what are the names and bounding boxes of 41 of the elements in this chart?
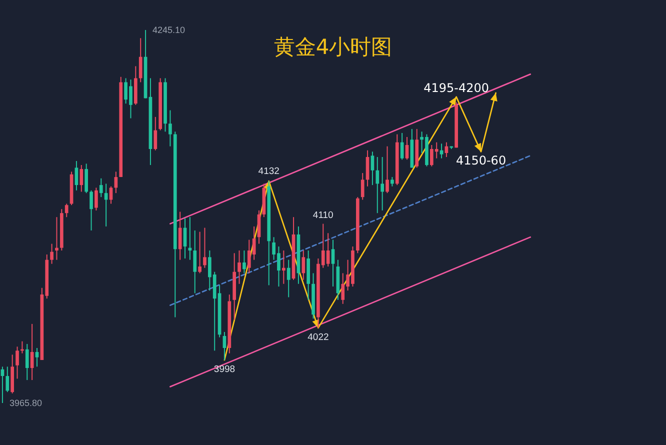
candlestick — [154, 116, 158, 151]
candlestick — [35, 347, 39, 368]
candlestick — [74, 160, 78, 191]
candlestick — [94, 187, 98, 211]
candlestick — [282, 250, 286, 284]
candlestick — [405, 136, 409, 160]
candlestick — [331, 239, 335, 288]
candlestick — [376, 156, 380, 214]
candlestick — [198, 231, 202, 274]
data-label: 4195-4200 — [424, 80, 490, 95]
candlestick — [286, 259, 290, 298]
annotation: 4245.10 — [152, 25, 186, 35]
candlestick — [84, 163, 88, 194]
candlestick — [99, 178, 103, 198]
candlestick — [64, 203, 68, 218]
candlestick — [50, 243, 54, 264]
candlestick — [193, 230, 197, 294]
candlestick — [25, 343, 29, 381]
candlestick — [302, 250, 306, 280]
candlestick — [370, 151, 374, 186]
candlestick — [55, 216, 58, 260]
data-label: 4132 — [258, 166, 280, 178]
candlestick — [203, 227, 206, 268]
data-label: 4150-60 — [456, 154, 506, 168]
candlestick — [242, 250, 246, 274]
annotation: 4110 — [312, 210, 334, 221]
candlestick — [386, 146, 389, 194]
candlestick — [168, 110, 172, 147]
candlestick — [138, 38, 142, 83]
candlestick — [80, 164, 84, 192]
candlestick — [238, 250, 241, 284]
candlestick — [6, 366, 10, 393]
annotation: 3965.80 — [9, 398, 42, 408]
chart-title: 黄金4小时图 — [274, 35, 392, 59]
data-label: 3998 — [214, 364, 236, 375]
candlestick — [390, 176, 394, 187]
candlestick — [360, 172, 364, 200]
candlestick — [380, 156, 384, 211]
candlestick — [16, 346, 19, 380]
data-label: 4022 — [308, 332, 329, 343]
candlestick — [90, 190, 93, 231]
